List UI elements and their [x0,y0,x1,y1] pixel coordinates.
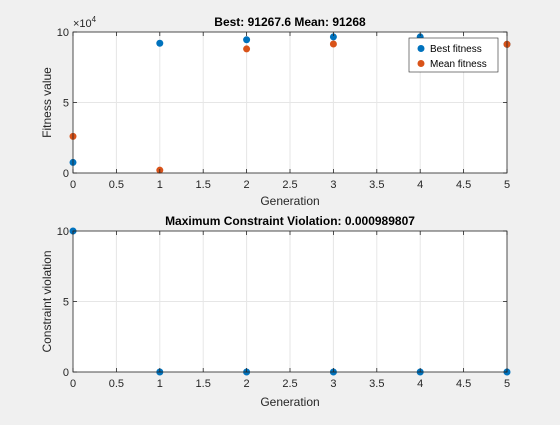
x-tick-label: 4 [417,179,423,191]
legend-box [408,37,499,73]
legend-marker-mean-fitness [417,60,425,67]
x-tick-label: 3 [330,378,336,390]
fitness-tick-labels: 0 0.5 1 1.5 2 2.5 3 3.5 4 4.5 5 0 5 10 [57,27,510,191]
fitness-y-axis-label: Fitness value [40,67,54,138]
y-exponent-base: ×10 [73,18,92,30]
best-fitness-point [329,33,337,41]
x-tick-label: 1 [157,378,163,390]
x-tick-label: 5 [504,179,510,191]
x-tick-label: 4 [417,378,423,390]
fitness-chart-title: Best: 91267.6 Mean: 91268 [214,15,366,29]
y-tick-label: 0 [63,168,69,180]
x-tick-label: 4.5 [456,179,471,191]
x-tick-label: 1.5 [196,378,211,390]
y-exponent-power: 4 [92,15,97,24]
constraint-axes-box [72,230,508,373]
x-tick-label: 0.5 [109,378,124,390]
x-tick-label: 0.5 [109,179,124,191]
best-fitness-point [243,36,251,44]
y-tick-label: 10 [57,226,69,238]
x-tick-label: 3.5 [369,179,384,191]
constraint-axes: 0 0.5 1 1.5 2 2.5 3 3.5 4 4.5 5 0 5 10 Maximum Constr… [40,214,511,409]
x-tick-label: 3 [330,179,336,191]
x-tick-label: 2.5 [282,378,297,390]
x-tick-label: 1.5 [196,179,211,191]
x-tick-label: 4.5 [456,378,471,390]
x-tick-label: 2 [244,378,250,390]
x-tick-label: 1 [157,179,163,191]
fitness-legend: Best fitness Mean fitness [408,37,499,73]
constraint-tick-labels: 0 0.5 1 1.5 2 2.5 3 3.5 4 4.5 5 0 5 10 [57,226,510,390]
y-tick-label: 0 [63,367,69,379]
y-tick-label: 10 [57,27,69,39]
y-tick-label: 5 [63,98,69,110]
x-tick-label: 2 [244,179,250,191]
legend-label-mean-fitness: Mean fitness [430,59,487,70]
constraint-chart-title: Maximum Constraint Violation: 0.00098980… [165,214,415,228]
x-tick-label: 5 [504,378,510,390]
best-fitness-point [156,39,164,47]
x-tick-label: 3.5 [369,378,384,390]
constraint-x-axis-label: Generation [260,395,319,409]
y-exponent-multiplier: ×104 [73,15,97,30]
constraint-y-axis-label: Constraint violation [40,250,54,352]
x-tick-label: 0 [70,179,76,191]
legend-label-best-fitness: Best fitness [430,44,482,55]
fitness-x-axis-label: Generation [260,194,319,208]
legend-marker-best-fitness [417,45,425,52]
fitness-axes-box [72,31,508,174]
x-tick-label: 0 [70,378,76,390]
fitness-axes: 0 0.5 1 1.5 2 2.5 3 3.5 4 4.5 5 0 5 10 Best: 91267.6 … [40,15,511,208]
y-tick-label: 5 [63,297,69,309]
mean-fitness-point [243,45,251,53]
mean-fitness-point [329,40,337,48]
x-tick-label: 2.5 [282,179,297,191]
